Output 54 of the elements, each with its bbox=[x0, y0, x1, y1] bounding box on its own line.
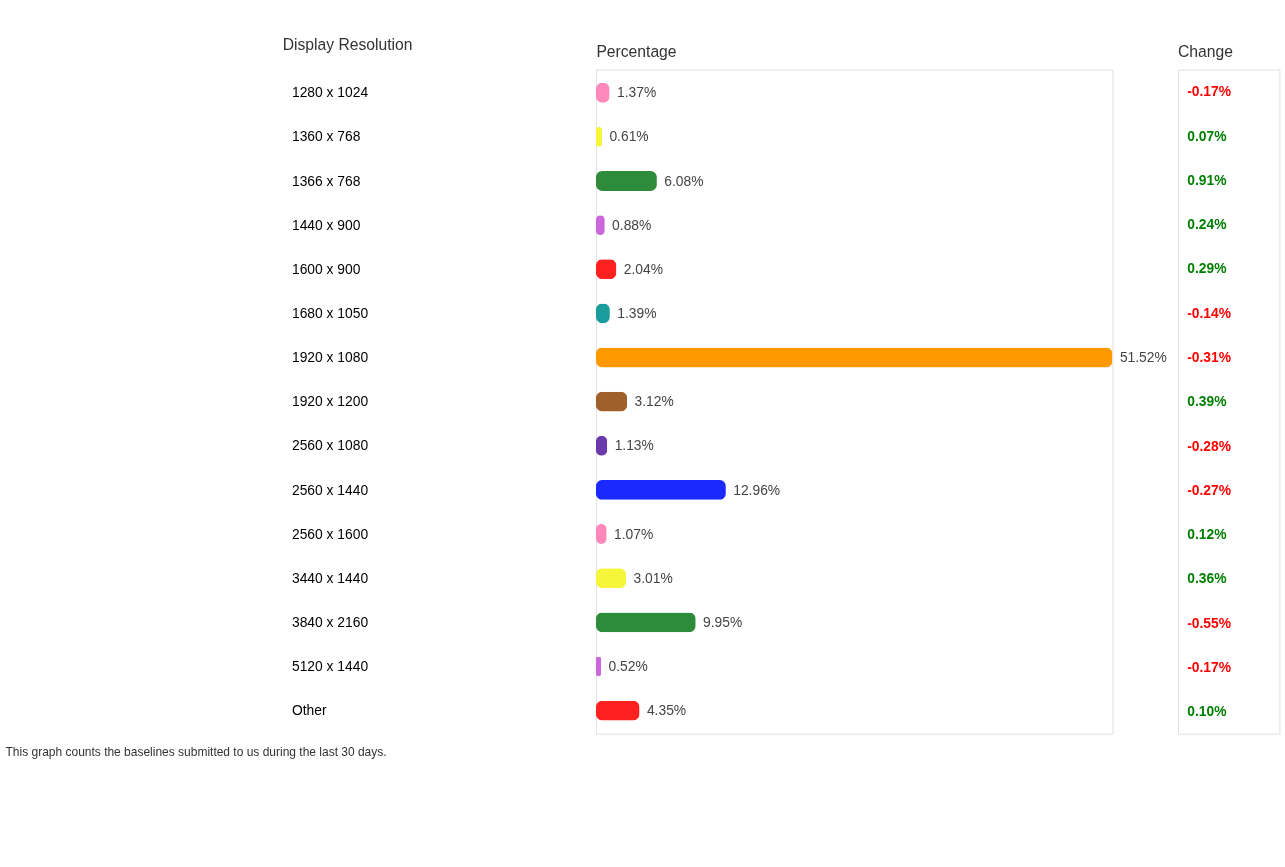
y-tick-label: 5120 x 1440 bbox=[291, 658, 369, 675]
y-tick-label: 3840 x 2160 bbox=[291, 613, 369, 630]
x-axis-title: Percentage bbox=[596, 43, 677, 61]
bar bbox=[595, 171, 657, 191]
data-label: 0.52% bbox=[608, 658, 648, 675]
data-label: 9.95% bbox=[703, 613, 743, 630]
y-tick-label: 1360 x 768 bbox=[291, 128, 361, 145]
text: -0.31% bbox=[1187, 348, 1232, 365]
y-tick-label: 1920 x 1080 bbox=[291, 349, 369, 366]
bar bbox=[595, 612, 696, 633]
data-label: 2.04% bbox=[623, 260, 663, 277]
text: 0.39% bbox=[1187, 393, 1227, 410]
text: 0.12% bbox=[1187, 526, 1227, 543]
y-tick-label: 2560 x 1600 bbox=[291, 525, 369, 542]
y-tick-label: 1920 x 1200 bbox=[291, 393, 369, 410]
data-label: 1.37% bbox=[617, 84, 657, 101]
y-tick-label: 1600 x 900 bbox=[291, 260, 361, 277]
text: 0.91% bbox=[1187, 171, 1227, 188]
data-label: 0.61% bbox=[609, 128, 649, 145]
y-tick-label: 2560 x 1440 bbox=[291, 481, 369, 498]
data-label: 0.88% bbox=[612, 216, 652, 233]
data-label: 3.12% bbox=[634, 393, 674, 410]
data-label: 3.01% bbox=[633, 569, 673, 586]
data-label: 1.39% bbox=[617, 305, 657, 321]
text: -0.27% bbox=[1187, 481, 1232, 498]
text: -0.55% bbox=[1187, 614, 1232, 631]
text: -0.28% bbox=[1187, 437, 1232, 454]
y-tick-label: 1680 x 1050 bbox=[291, 305, 369, 321]
bar bbox=[595, 479, 726, 500]
data-label: 12.96% bbox=[733, 481, 781, 498]
bar bbox=[595, 347, 1113, 368]
y-tick-label: 3440 x 1440 bbox=[291, 569, 369, 586]
text: This graph counts the baselines submitted to us during the last 30 days. bbox=[5, 744, 387, 759]
text: -0.17% bbox=[1187, 658, 1232, 675]
text: -0.14% bbox=[1187, 304, 1232, 321]
y-tick-label: 1440 x 900 bbox=[291, 216, 361, 233]
text: 0.36% bbox=[1187, 570, 1227, 587]
data-label: 51.52% bbox=[1119, 349, 1167, 366]
y-tick-label: 2560 x 1080 bbox=[291, 437, 369, 454]
bar bbox=[595, 700, 640, 721]
text: 0.29% bbox=[1187, 260, 1227, 277]
y-tick-label: Other bbox=[291, 702, 327, 719]
y-tick-label: 1366 x 768 bbox=[291, 172, 361, 189]
data-label: 1.07% bbox=[614, 525, 654, 542]
text: 0.07% bbox=[1187, 127, 1227, 144]
text: -0.17% bbox=[1187, 83, 1232, 100]
data-label: 4.35% bbox=[646, 702, 687, 719]
text: 0.10% bbox=[1187, 703, 1227, 720]
y-axis-title: Display Resolution bbox=[282, 35, 413, 53]
text: 0.24% bbox=[1187, 216, 1227, 233]
data-label: 6.08% bbox=[664, 172, 704, 189]
y-tick-label: 1280 x 1024 bbox=[291, 84, 369, 101]
text: Change bbox=[1177, 42, 1234, 60]
data-label: 1.13% bbox=[614, 437, 654, 454]
